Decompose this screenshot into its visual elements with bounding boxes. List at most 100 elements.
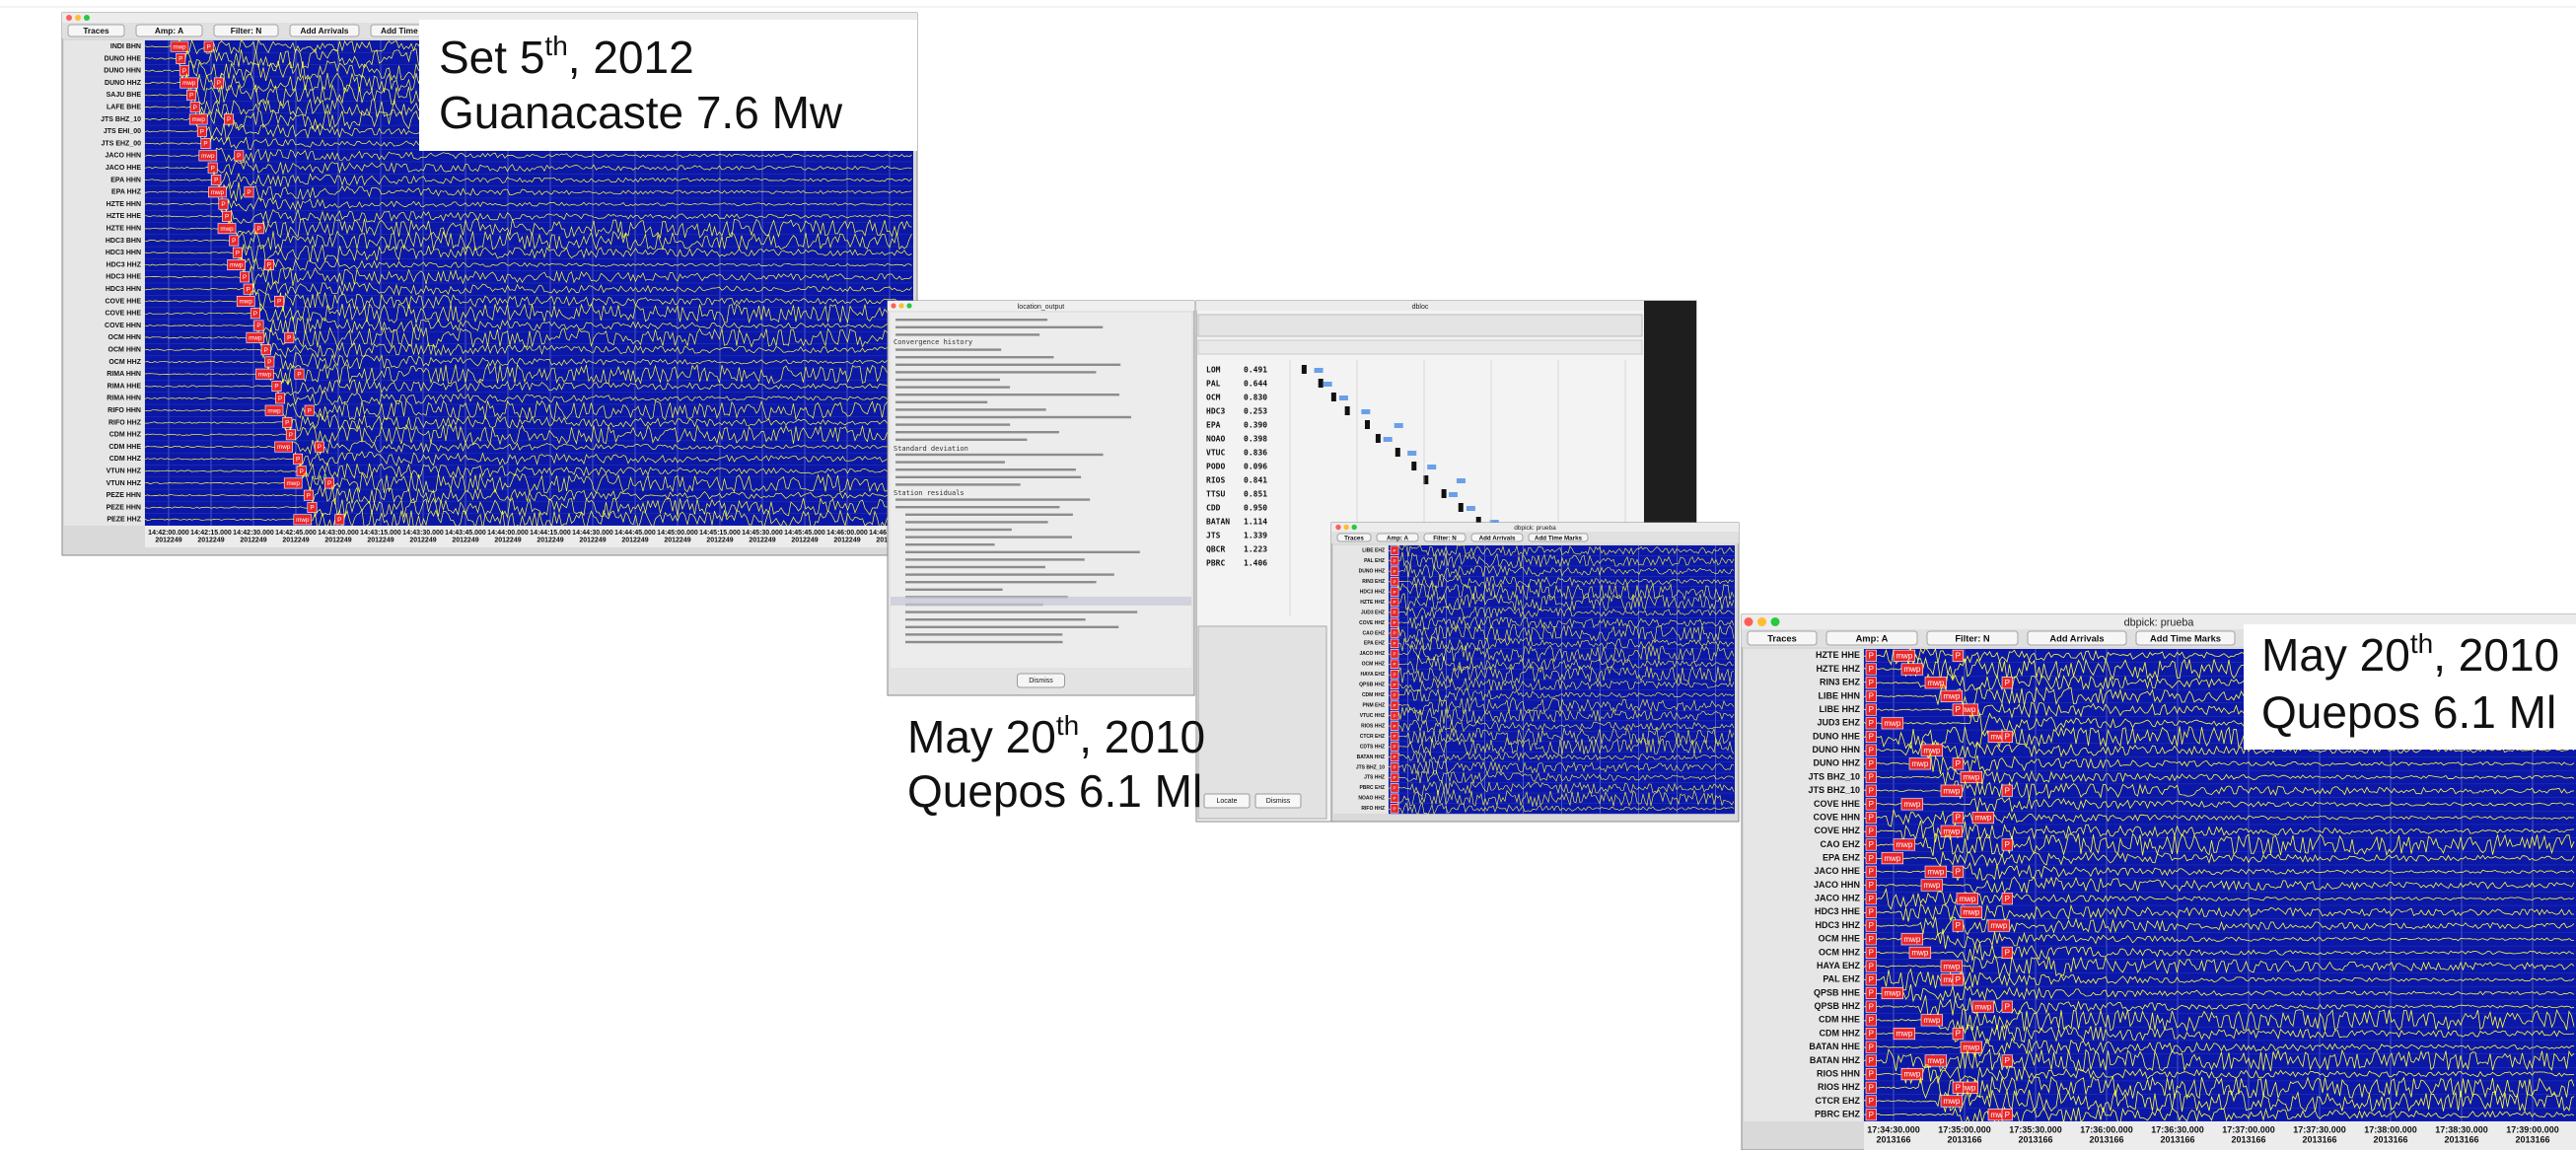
pick-label[interactable]: P <box>1394 600 1396 605</box>
pick-label[interactable]: P <box>1869 1111 1874 1119</box>
pick-label[interactable]: P <box>1956 921 1961 930</box>
pick-label[interactable]: P <box>2005 840 2010 849</box>
pick-label[interactable]: mwp <box>211 189 225 196</box>
pick-label[interactable]: P <box>274 384 278 391</box>
button-label[interactable]: Dismiss <box>1266 798 1291 805</box>
pick-label[interactable]: mwp <box>1911 759 1929 768</box>
pick-label[interactable]: P <box>318 444 322 451</box>
pick-label[interactable]: P <box>247 189 250 196</box>
pick-label[interactable]: P <box>287 335 291 342</box>
pick-label[interactable]: P <box>1394 672 1396 677</box>
pick-label[interactable]: P <box>1394 745 1396 750</box>
pick-label[interactable]: P <box>1394 765 1396 770</box>
toolbar-label[interactable]: Amp: A <box>155 26 183 36</box>
pick-label[interactable]: P <box>237 153 241 160</box>
pick-label[interactable]: P <box>232 238 236 245</box>
pick-label[interactable]: P <box>1956 1083 1961 1092</box>
pick-label[interactable]: P <box>1869 1042 1874 1051</box>
pick-label[interactable]: P <box>1869 962 1874 970</box>
pick-label[interactable]: P <box>1869 1056 1874 1065</box>
pick-label[interactable]: mwp <box>267 407 281 414</box>
pick-label[interactable]: P <box>1869 867 1874 876</box>
toolbar-label[interactable]: Add Arrivals <box>1479 536 1516 542</box>
pick-label[interactable]: P <box>1394 692 1396 697</box>
pick-label[interactable]: mwp <box>1990 921 2008 930</box>
toolbar-label[interactable]: Amp: A <box>1856 633 1889 643</box>
toolbar-label[interactable]: Filter: N <box>231 26 261 36</box>
pick-label[interactable]: P <box>308 407 312 414</box>
pick-label[interactable]: mwp <box>1923 881 1941 890</box>
pick-label[interactable]: P <box>179 56 182 63</box>
pick-label[interactable]: P <box>247 286 250 293</box>
pick-label[interactable]: P <box>1869 733 1874 742</box>
pick-label[interactable]: P <box>1394 724 1396 729</box>
pick-label[interactable]: P <box>1869 746 1874 755</box>
pick-label[interactable]: P <box>236 250 240 256</box>
pick-label[interactable]: P <box>1869 800 1874 809</box>
pick-label[interactable]: mwp <box>182 80 196 87</box>
pick-label[interactable]: P <box>1869 908 1874 917</box>
pick-label[interactable]: P <box>2005 895 2010 903</box>
pick-label[interactable]: P <box>182 68 186 75</box>
pick-label[interactable]: P <box>1869 665 1874 674</box>
pick-label[interactable]: P <box>1394 548 1396 553</box>
pick-label[interactable]: P <box>1394 796 1396 801</box>
pick-label[interactable]: mwp <box>1903 800 1921 809</box>
pick-label[interactable]: P <box>227 116 231 123</box>
toolbar-label[interactable]: Amp: A <box>1387 536 1408 542</box>
pick-label[interactable]: mwp <box>1959 895 1976 903</box>
window-control[interactable] <box>84 15 90 21</box>
button-label[interactable]: Locate <box>1216 798 1237 805</box>
pick-label[interactable]: P <box>1869 705 1874 714</box>
pick-label[interactable]: P <box>225 214 229 221</box>
pick-label[interactable]: P <box>1869 1016 1874 1025</box>
toolbar-label[interactable]: Add Arrivals <box>2049 633 2104 643</box>
pick-label[interactable]: P <box>2005 1111 2010 1119</box>
window-control[interactable] <box>891 303 895 308</box>
toolbar-label[interactable]: Filter: N <box>1433 536 1457 542</box>
pick-label[interactable]: mwp <box>1943 827 1961 835</box>
pick-label[interactable]: P <box>1869 881 1874 890</box>
pick-label[interactable]: P <box>2005 786 2010 795</box>
pick-label[interactable]: P <box>289 432 293 439</box>
pick-label[interactable]: mwp <box>1923 1016 1941 1025</box>
pick-label[interactable]: mwp <box>287 480 301 487</box>
pick-label[interactable]: mwp <box>1963 773 1980 782</box>
window-control[interactable] <box>906 303 911 308</box>
pick-label[interactable]: P <box>203 141 207 148</box>
pick-label[interactable]: P <box>1956 814 1961 823</box>
pick-label[interactable]: P <box>297 371 301 378</box>
pick-label[interactable]: P <box>285 420 289 427</box>
pick-label[interactable]: P <box>2005 733 2010 742</box>
pick-label[interactable]: mwp <box>1943 962 1961 970</box>
pick-label[interactable]: P <box>1394 703 1396 708</box>
pick-label[interactable]: mwp <box>1923 746 1941 755</box>
pick-label[interactable]: P <box>2005 679 2010 687</box>
pick-label[interactable]: P <box>1394 569 1396 574</box>
pick-label[interactable]: P <box>217 80 221 87</box>
pick-label[interactable]: mwp <box>240 299 253 306</box>
window-control[interactable] <box>1745 617 1753 626</box>
pick-label[interactable]: P <box>267 359 271 366</box>
pick-label[interactable]: P <box>1869 921 1874 930</box>
pick-label[interactable]: P <box>1869 759 1874 768</box>
pick-label[interactable]: mwp <box>230 262 244 269</box>
pick-label[interactable]: P <box>1394 611 1396 615</box>
pick-label[interactable]: mwp <box>296 517 310 524</box>
pick-label[interactable]: P <box>1869 949 1874 958</box>
pick-label[interactable]: P <box>1394 755 1396 759</box>
pick-label[interactable]: P <box>1869 1070 1874 1079</box>
pick-label[interactable]: P <box>1869 840 1874 849</box>
pick-label[interactable]: P <box>1869 1083 1874 1092</box>
pick-label[interactable]: P <box>277 299 281 306</box>
pick-label[interactable]: P <box>1394 558 1396 563</box>
pick-label[interactable]: mwp <box>1884 719 1901 728</box>
pick-label[interactable]: P <box>1956 975 1961 984</box>
window-control[interactable] <box>75 15 81 21</box>
pick-label[interactable]: P <box>189 93 193 100</box>
toolbar-label[interactable]: Traces <box>1767 633 1797 643</box>
pick-label[interactable]: P <box>278 395 282 402</box>
pick-label[interactable]: P <box>1869 827 1874 835</box>
pick-label[interactable]: P <box>1869 1002 1874 1011</box>
pick-label[interactable]: P <box>1869 679 1874 687</box>
